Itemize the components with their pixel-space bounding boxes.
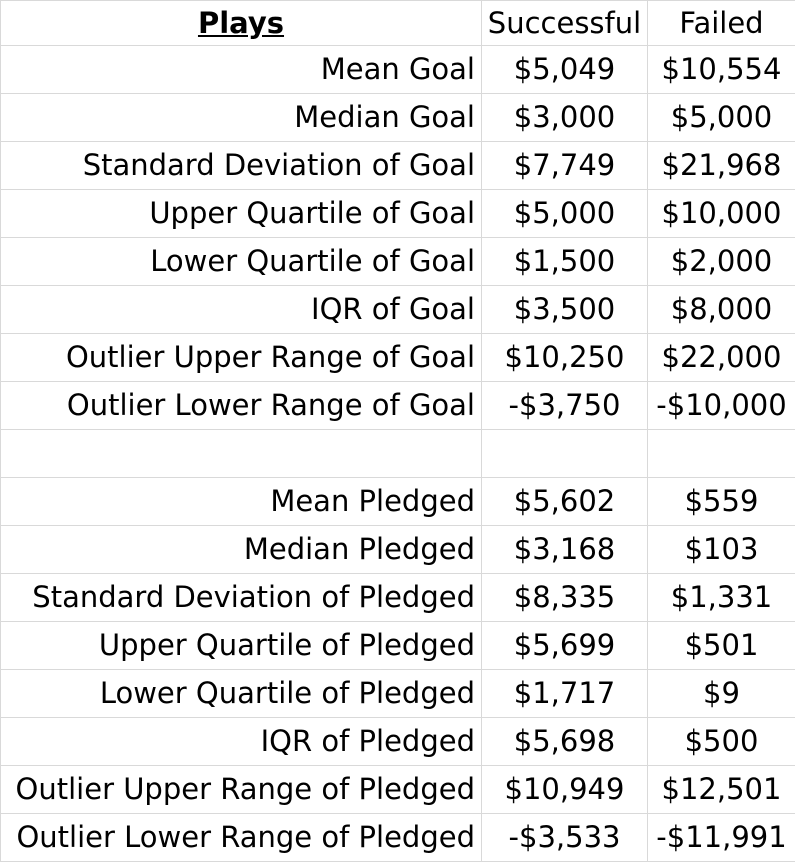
empty-cell[interactable] [0, 429, 482, 478]
plays-title-cell[interactable]: Plays [0, 0, 482, 46]
table-row: Upper Quartile of Pledged $5,699 $501 [0, 621, 795, 670]
successful-value-cell[interactable]: $5,602 [481, 477, 648, 526]
row-label-cell[interactable]: IQR of Pledged [0, 717, 482, 766]
failed-value-cell[interactable]: -$10,000 [647, 381, 795, 430]
failed-value-cell[interactable]: -$11,991 [647, 813, 795, 862]
successful-value-cell[interactable]: $5,699 [481, 621, 648, 670]
table-row: Lower Quartile of Goal $1,500 $2,000 [0, 237, 795, 286]
successful-value-cell[interactable]: -$3,750 [481, 381, 648, 430]
row-label-cell[interactable]: Upper Quartile of Goal [0, 189, 482, 238]
successful-value-cell[interactable]: $1,717 [481, 669, 648, 718]
failed-value-cell[interactable]: $501 [647, 621, 795, 670]
table-row: Mean Pledged $5,602 $559 [0, 477, 795, 526]
failed-value-cell[interactable]: $1,331 [647, 573, 795, 622]
failed-value-cell[interactable]: $12,501 [647, 765, 795, 814]
successful-value-cell[interactable]: $5,000 [481, 189, 648, 238]
successful-value-cell[interactable]: $3,000 [481, 93, 648, 142]
table-row: Median Goal $3,000 $5,000 [0, 93, 795, 142]
table-row: Outlier Lower Range of Pledged -$3,533 -… [0, 813, 795, 862]
failed-value-cell[interactable]: $5,000 [647, 93, 795, 142]
failed-value-cell[interactable]: $22,000 [647, 333, 795, 382]
successful-value-cell[interactable]: -$3,533 [481, 813, 648, 862]
table-row: IQR of Goal $3,500 $8,000 [0, 285, 795, 334]
header-row: Plays Successful Failed [0, 0, 795, 46]
table-row: Outlier Upper Range of Pledged $10,949 $… [0, 765, 795, 814]
successful-value-cell[interactable]: $5,698 [481, 717, 648, 766]
failed-value-cell[interactable]: $8,000 [647, 285, 795, 334]
successful-header-cell[interactable]: Successful [481, 0, 648, 46]
failed-value-cell[interactable]: $21,968 [647, 141, 795, 190]
row-label-cell[interactable]: Standard Deviation of Pledged [0, 573, 482, 622]
table-row: Upper Quartile of Goal $5,000 $10,000 [0, 189, 795, 238]
row-label-cell[interactable]: Mean Goal [0, 45, 482, 94]
table-row: Mean Goal $5,049 $10,554 [0, 45, 795, 94]
table-row: Outlier Upper Range of Goal $10,250 $22,… [0, 333, 795, 382]
successful-value-cell[interactable]: $1,500 [481, 237, 648, 286]
failed-value-cell[interactable]: $559 [647, 477, 795, 526]
successful-value-cell[interactable]: $7,749 [481, 141, 648, 190]
empty-cell[interactable] [481, 429, 648, 478]
table-row: Outlier Lower Range of Goal -$3,750 -$10… [0, 381, 795, 430]
failed-value-cell[interactable]: $9 [647, 669, 795, 718]
table-row: Median Pledged $3,168 $103 [0, 525, 795, 574]
row-label-cell[interactable]: Median Pledged [0, 525, 482, 574]
row-label-cell[interactable]: Outlier Lower Range of Pledged [0, 813, 482, 862]
successful-value-cell[interactable]: $5,049 [481, 45, 648, 94]
table-row: Lower Quartile of Pledged $1,717 $9 [0, 669, 795, 718]
row-label-cell[interactable]: Lower Quartile of Pledged [0, 669, 482, 718]
successful-value-cell[interactable]: $3,168 [481, 525, 648, 574]
table-row: Standard Deviation of Goal $7,749 $21,96… [0, 141, 795, 190]
successful-value-cell[interactable]: $10,949 [481, 765, 648, 814]
failed-value-cell[interactable]: $500 [647, 717, 795, 766]
failed-value-cell[interactable]: $10,554 [647, 45, 795, 94]
row-label-cell[interactable]: Outlier Lower Range of Goal [0, 381, 482, 430]
successful-value-cell[interactable]: $3,500 [481, 285, 648, 334]
row-label-cell[interactable]: Median Goal [0, 93, 482, 142]
row-label-cell[interactable]: Standard Deviation of Goal [0, 141, 482, 190]
failed-value-cell[interactable]: $10,000 [647, 189, 795, 238]
row-label-cell[interactable]: Upper Quartile of Pledged [0, 621, 482, 670]
failed-value-cell[interactable]: $103 [647, 525, 795, 574]
empty-row [0, 429, 795, 478]
empty-cell[interactable] [647, 429, 795, 478]
row-label-cell[interactable]: Lower Quartile of Goal [0, 237, 482, 286]
row-label-cell[interactable]: Mean Pledged [0, 477, 482, 526]
row-label-cell[interactable]: Outlier Upper Range of Goal [0, 333, 482, 382]
failed-value-cell[interactable]: $2,000 [647, 237, 795, 286]
table-row: Standard Deviation of Pledged $8,335 $1,… [0, 573, 795, 622]
successful-value-cell[interactable]: $8,335 [481, 573, 648, 622]
failed-header-cell[interactable]: Failed [647, 0, 795, 46]
row-label-cell[interactable]: IQR of Goal [0, 285, 482, 334]
successful-value-cell[interactable]: $10,250 [481, 333, 648, 382]
row-label-cell[interactable]: Outlier Upper Range of Pledged [0, 765, 482, 814]
table-row: IQR of Pledged $5,698 $500 [0, 717, 795, 766]
